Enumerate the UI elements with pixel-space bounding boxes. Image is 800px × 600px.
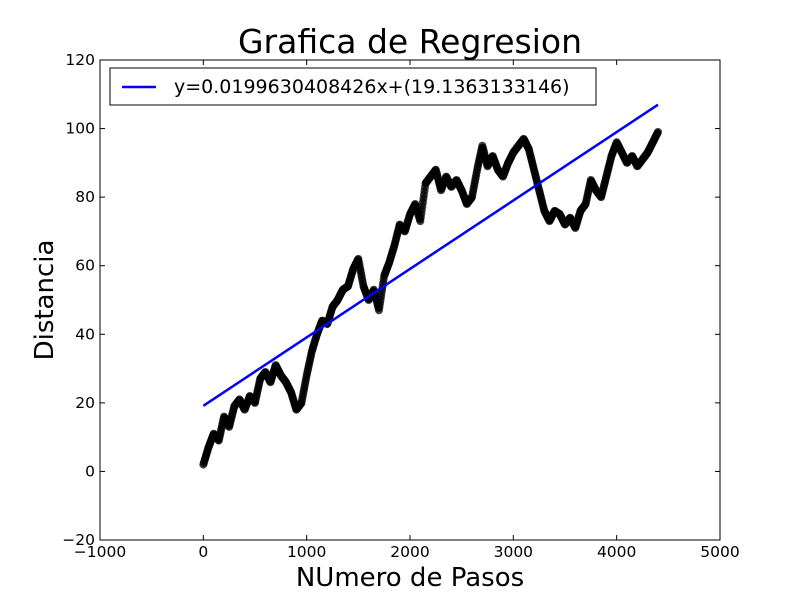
legend: y=0.0199630408426x+(19.1363133146) [109, 67, 597, 106]
regression-line [202, 103, 659, 407]
x-tick-label: 5000 [700, 543, 739, 561]
x-axis-label: NUmero de Pasos [296, 563, 524, 593]
y-tick-label: 40 [75, 325, 95, 343]
x-tick-label: 1000 [287, 543, 326, 561]
y-tick-label: 20 [75, 394, 95, 412]
y-tick-label: −20 [62, 531, 95, 549]
y-tick-label: 100 [65, 120, 95, 138]
scatter-point [654, 128, 662, 136]
plot-area-frame [99, 59, 721, 541]
y-tick-label: 0 [85, 462, 95, 480]
y-tick-label: 120 [65, 51, 95, 69]
x-tick-label: 4000 [597, 543, 636, 561]
axis-ticks: −1000 0 1000 2000 3000 4000 5000 −20 0 20 40 60 80 10… [62, 51, 739, 561]
legend-label: y=0.0199630408426x+(19.1363133146) [174, 76, 570, 98]
y-axis-label: Distancia [30, 240, 60, 361]
x-tick-label: 2000 [390, 543, 429, 561]
y-tick-label: 80 [75, 188, 95, 206]
x-tick-label: 3000 [494, 543, 533, 561]
plot-data-layer [199, 103, 662, 469]
legend-frame [109, 67, 597, 106]
y-tick-label: 60 [75, 257, 95, 275]
x-tick-label: −1000 [74, 543, 126, 561]
x-tick-label: 0 [198, 543, 208, 561]
chart-title: Grafica de Regresion [238, 22, 582, 61]
